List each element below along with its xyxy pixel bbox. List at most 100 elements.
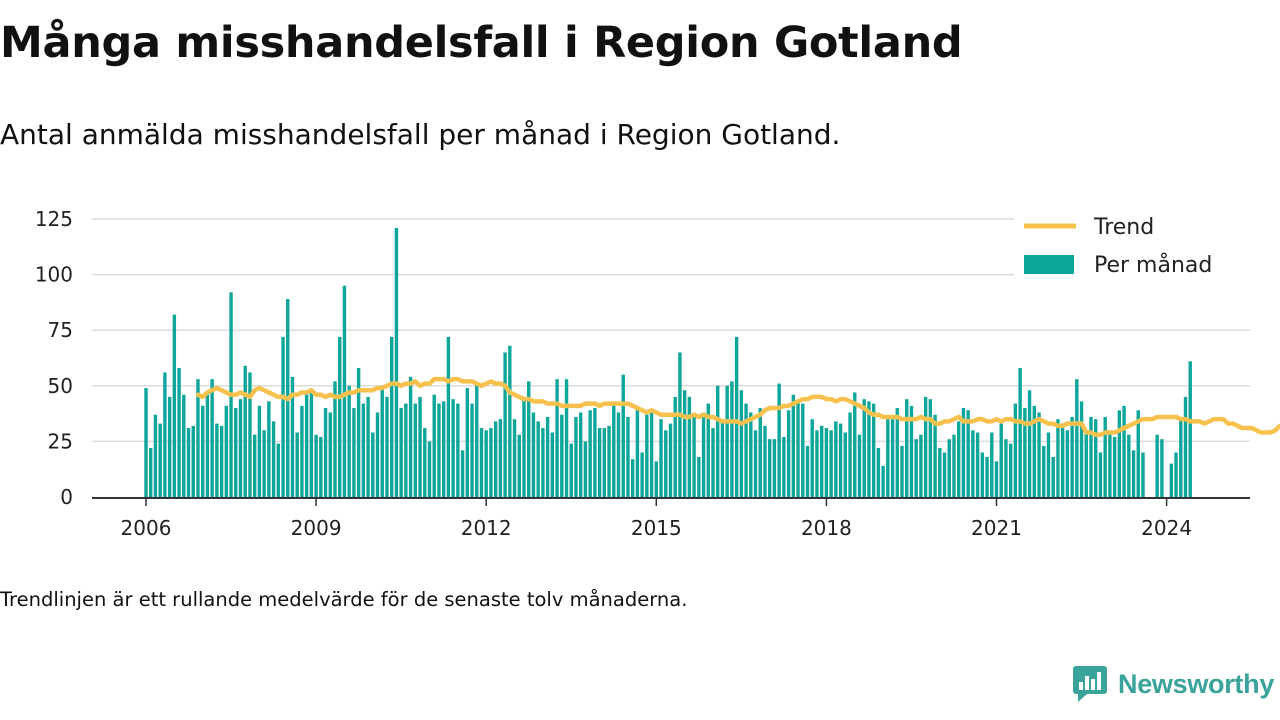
bar: [163, 372, 167, 497]
bar: [697, 456, 701, 497]
bar: [153, 414, 158, 497]
bar: [848, 412, 852, 497]
bar: [167, 396, 172, 497]
bar: [1094, 419, 1098, 497]
bar: [375, 412, 380, 497]
bar: [512, 419, 517, 497]
bar: [262, 430, 266, 497]
legend: Trend Per månad: [1014, 203, 1250, 289]
bar: [564, 379, 569, 497]
bar: [1141, 452, 1145, 497]
bar: [215, 423, 219, 497]
bar: [380, 385, 384, 497]
bar: [441, 401, 446, 497]
bar: [720, 421, 725, 497]
bar: [914, 439, 918, 497]
bar: [923, 396, 928, 497]
bar: [545, 416, 550, 497]
bar: [210, 379, 214, 497]
bar-chart-logo-icon: [1073, 666, 1107, 702]
bar: [942, 452, 947, 497]
bar: [560, 414, 564, 497]
bar: [451, 399, 455, 497]
legend-label-trend: Trend: [1093, 215, 1154, 240]
bar: [243, 365, 247, 497]
bar: [304, 392, 309, 497]
bar: [427, 441, 432, 497]
x-tick-label: 2018: [801, 516, 852, 540]
bar: [1127, 434, 1131, 497]
bar: [234, 408, 238, 497]
bar: [876, 448, 881, 497]
bar: [1042, 445, 1046, 497]
bar: [588, 410, 592, 497]
bar: [177, 368, 181, 497]
bar: [418, 396, 422, 497]
bar: [508, 345, 512, 497]
bar: [333, 381, 337, 497]
bar: [1065, 430, 1070, 497]
bar: [957, 421, 961, 497]
bar: [172, 314, 177, 497]
bar: [1023, 408, 1027, 497]
bar: [716, 385, 720, 497]
x-tick-label: 2006: [121, 516, 172, 540]
bar: [517, 434, 521, 497]
bar: [267, 401, 271, 497]
bar: [1056, 419, 1060, 497]
bar: [597, 428, 602, 497]
bar: [366, 396, 370, 497]
brand-name: Newsworthy: [1118, 668, 1275, 699]
bar: [1051, 456, 1055, 497]
bar: [640, 452, 644, 497]
bar: [753, 430, 758, 497]
bar: [309, 390, 314, 497]
bar: [682, 390, 687, 497]
bar: [772, 439, 777, 497]
x-tick-label: 2021: [971, 516, 1022, 540]
bar: [1155, 434, 1159, 497]
bar: [423, 428, 427, 497]
bar: [862, 399, 866, 497]
bar: [668, 423, 673, 497]
legend-label-per-manad: Per månad: [1094, 252, 1212, 278]
bar: [555, 379, 559, 497]
bar: [1027, 390, 1032, 497]
bar: [857, 434, 862, 497]
footnote: Trendlinjen är ett rullande medelvärde f…: [0, 588, 688, 611]
bar: [621, 374, 625, 497]
bar: [602, 428, 607, 497]
bar: [853, 392, 857, 497]
bar: [1046, 432, 1051, 497]
legend-bar-swatch: [1024, 255, 1074, 274]
chart-title: Många misshandelsfall i Region Gotland: [0, 18, 963, 68]
bar: [1122, 405, 1126, 497]
bar: [1013, 403, 1018, 497]
bar: [701, 412, 706, 497]
brand: Newsworthy: [1072, 664, 1274, 704]
bar: [985, 456, 989, 497]
bar: [796, 401, 800, 497]
bar: [1160, 439, 1164, 497]
bar: [361, 403, 366, 497]
bar: [1103, 416, 1107, 497]
y-tick-label: 125: [35, 207, 73, 231]
bar: [479, 428, 484, 497]
bar: [843, 432, 847, 497]
bar: [1108, 430, 1112, 497]
bar: [687, 396, 692, 497]
bar: [503, 352, 507, 497]
bar: [569, 443, 573, 497]
bar: [394, 227, 399, 497]
bar: [352, 408, 356, 497]
x-tick-label: 2015: [631, 516, 682, 540]
bar: [475, 383, 479, 497]
bar: [295, 432, 299, 497]
bar: [149, 448, 153, 497]
bar: [938, 448, 942, 497]
bar: [493, 421, 498, 497]
bar: [323, 408, 328, 497]
bar: [867, 401, 871, 497]
bar: [1131, 450, 1136, 497]
bar: [186, 428, 191, 497]
